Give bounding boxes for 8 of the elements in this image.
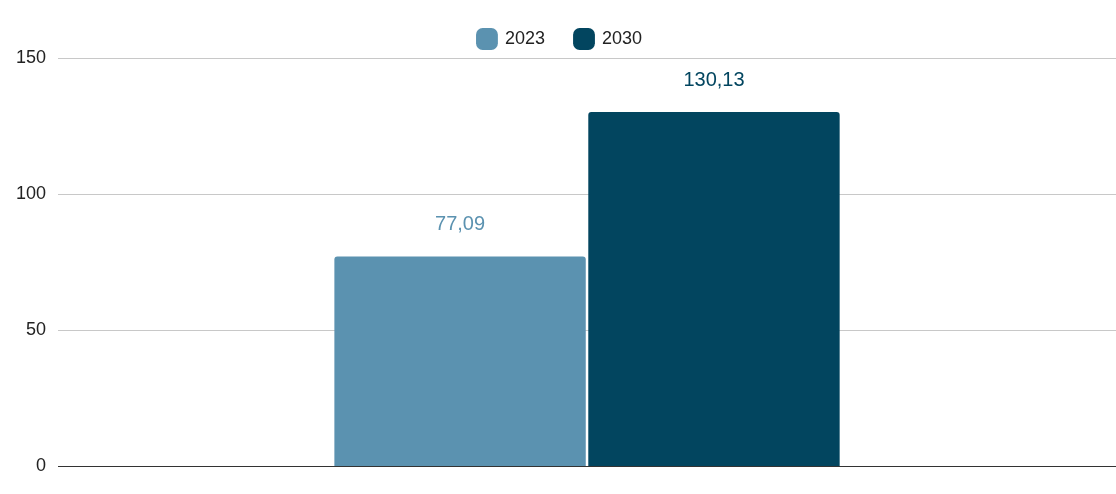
data-label: 77,09 xyxy=(435,212,486,235)
y-tick-label: 50 xyxy=(26,319,47,340)
legend-label: 2023 xyxy=(504,27,545,48)
y-tick-label: 150 xyxy=(15,46,47,67)
legend-label: 2030 xyxy=(602,27,643,48)
data-label: 130,13 xyxy=(683,67,745,90)
y-tick-label: 0 xyxy=(36,455,47,476)
y-tick-label: 100 xyxy=(15,183,47,204)
